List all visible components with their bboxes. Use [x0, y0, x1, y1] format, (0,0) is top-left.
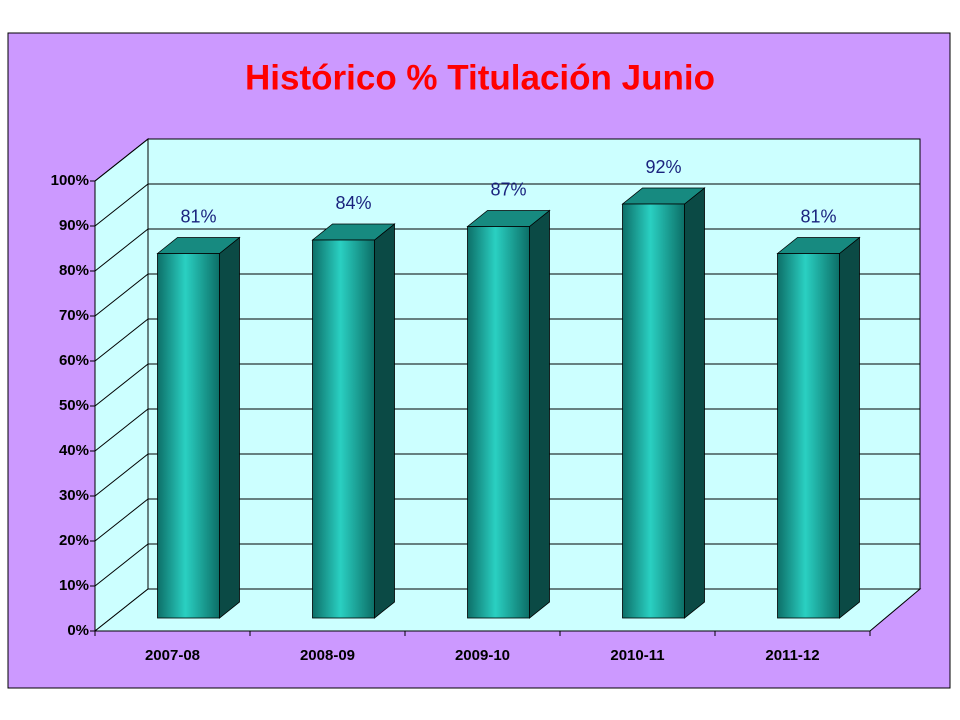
grid-line — [94, 138, 920, 182]
x-tick-label: 2011-12 — [765, 647, 819, 664]
value-label: 87% — [490, 179, 526, 199]
y-tick-label: 70% — [59, 307, 89, 324]
y-tick-label: 60% — [59, 352, 89, 369]
bar — [777, 253, 840, 619]
y-tick-label: 100% — [51, 172, 89, 189]
y-tick-label: 40% — [59, 442, 89, 459]
bar-side — [374, 223, 395, 619]
bar-side — [684, 187, 705, 619]
x-tick-label: 2010-11 — [610, 647, 664, 664]
x-tick-label: 2009-10 — [455, 647, 510, 664]
y-tick-label: 90% — [59, 217, 89, 234]
y-tick-label: 20% — [59, 532, 89, 549]
y-tick-label: 30% — [59, 487, 89, 504]
bar — [157, 253, 220, 619]
bar-side — [219, 236, 240, 619]
y-tick-label: 0% — [67, 622, 89, 639]
x-tick-label: 2007-08 — [145, 647, 200, 664]
bar — [312, 239, 375, 619]
chart-title: Histórico % Titulación Junio — [245, 58, 715, 97]
bar-side — [839, 236, 860, 619]
value-label: 81% — [800, 206, 836, 226]
y-tick-label: 50% — [59, 397, 89, 414]
y-tick-label: 10% — [59, 577, 89, 594]
bar — [467, 226, 530, 619]
x-tick-label: 2008-09 — [300, 647, 355, 664]
bar — [622, 203, 685, 619]
bar-side — [529, 209, 550, 619]
grid-line — [94, 183, 920, 227]
y-tick-label: 80% — [59, 262, 89, 279]
value-label: 92% — [645, 157, 681, 177]
value-label: 81% — [180, 206, 216, 226]
value-label: 84% — [335, 193, 371, 213]
